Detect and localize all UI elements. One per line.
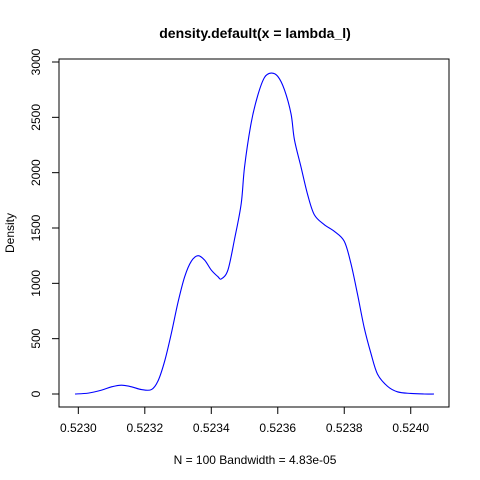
y-tick-label: 1500 — [29, 214, 43, 241]
y-tick-label: 500 — [29, 328, 43, 348]
y-tick-label: 3000 — [29, 48, 43, 75]
chart-title: density.default(x = lambda_l) — [159, 25, 351, 41]
y-tick-label: 2000 — [29, 159, 43, 186]
x-tick-label: 0.5240 — [392, 421, 429, 435]
y-tick-label: 0 — [29, 390, 43, 397]
y-tick-label: 1000 — [29, 270, 43, 297]
x-tick-label: 0.5230 — [60, 421, 97, 435]
x-tick-label: 0.5238 — [326, 421, 363, 435]
density-curve — [74, 72, 435, 395]
x-tick-label: 0.5236 — [259, 421, 296, 435]
x-axis-label: N = 100 Bandwidth = 4.83e-05 — [174, 453, 337, 467]
y-axis: 0 500 1000 1500 2000 2500 3000 — [29, 48, 60, 397]
x-tick-label: 0.5232 — [126, 421, 163, 435]
x-tick-label: 0.5234 — [193, 421, 230, 435]
x-axis: 0.5230 0.5232 0.5234 0.5236 0.5238 0.5240 — [60, 406, 429, 435]
y-axis-label: Density — [3, 213, 17, 253]
y-tick-label: 2500 — [29, 104, 43, 131]
